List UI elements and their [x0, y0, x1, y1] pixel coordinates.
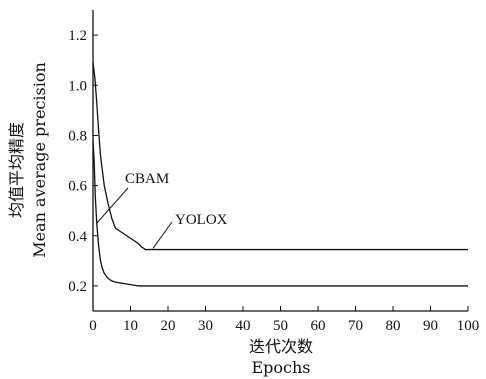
- y-tick-label: 0.8: [68, 128, 87, 144]
- x-tick-label: 80: [386, 318, 401, 334]
- annotation-leader-yolox: [152, 221, 173, 249]
- y-tick-label: 1.2: [68, 28, 87, 44]
- x-axis-title-cn: 迭代次数: [249, 337, 313, 356]
- y-axis-title-en: Mean average precision: [30, 62, 49, 258]
- x-tick-label: 20: [161, 318, 176, 334]
- axes-group: [92, 10, 468, 312]
- series-line-yolox: [92, 62, 468, 251]
- x-tick-label: 70: [348, 318, 363, 334]
- annotation-leader-cbam: [96, 187, 129, 224]
- axis-titles-group: 迭代次数 Epochs 均值平均精度 Mean average precisio…: [7, 62, 313, 377]
- annotation-label-cbam: CBAM: [125, 171, 169, 187]
- x-tick-label: 50: [273, 318, 288, 334]
- annotation-label-yolox: YOLOX: [175, 212, 228, 228]
- x-tick-label: 10: [123, 318, 138, 334]
- x-axis-title-en: Epochs: [251, 358, 310, 377]
- annotations-group: CBAM YOLOX: [96, 171, 228, 249]
- x-tick-label: 30: [198, 318, 213, 334]
- y-tick-label: 0.4: [68, 229, 87, 245]
- y-axis-title-cn: 均值平均精度: [7, 122, 26, 218]
- ticks-group: 0 10 20 30 40 50 60 70 80 90 100 0.2 0.4 0.6 0.8 1.0 1.2: [68, 28, 479, 334]
- x-tick-label: 90: [423, 318, 438, 334]
- series-line-cbam: [92, 140, 468, 287]
- x-tick-label: 100: [457, 318, 480, 334]
- x-tick-label: 40: [236, 318, 251, 334]
- x-tick-label: 0: [89, 318, 97, 334]
- y-tick-label: 0.6: [68, 179, 87, 195]
- x-tick-label: 60: [311, 318, 326, 334]
- y-tick-label: 1.0: [68, 78, 87, 94]
- y-tick-label: 0.2: [68, 279, 87, 295]
- series-group: [92, 62, 468, 287]
